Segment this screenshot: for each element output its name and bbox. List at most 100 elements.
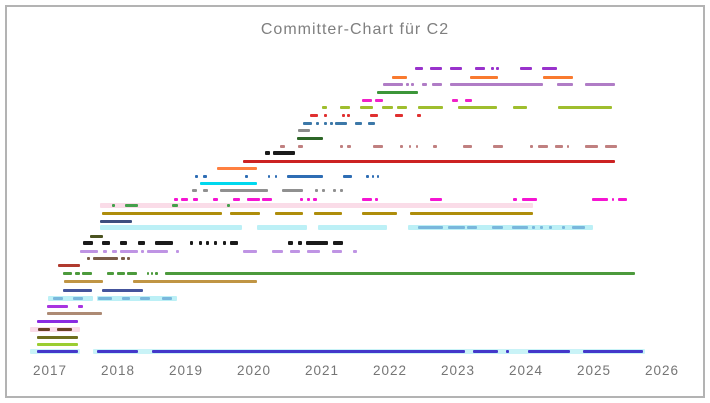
activity-segment <box>383 82 403 86</box>
activity-segment <box>226 203 231 207</box>
activity-segment <box>37 319 78 323</box>
activity-segment <box>332 188 337 192</box>
activity-segment <box>470 75 499 79</box>
activity-segment <box>449 82 543 86</box>
activity-segment <box>37 342 78 346</box>
activity-segment <box>154 241 174 245</box>
activity-segment <box>101 211 223 215</box>
activity-segment <box>271 249 284 253</box>
activity-segment <box>309 113 318 117</box>
activity-segment <box>296 136 323 140</box>
activity-segment <box>100 224 242 230</box>
activity-segment <box>73 296 84 300</box>
activity-segment <box>313 197 318 201</box>
activity-segment <box>92 256 118 260</box>
activity-segment <box>400 144 403 148</box>
activity-segment <box>96 349 138 353</box>
activity-segment <box>362 98 373 102</box>
activity-segment <box>377 174 380 178</box>
activity-segment <box>275 211 303 215</box>
activity-segment <box>462 144 473 148</box>
activity-segment <box>519 66 533 70</box>
activity-segment <box>432 82 442 86</box>
activity-segment <box>305 241 329 245</box>
activity-segment <box>262 197 272 201</box>
activity-segment <box>562 225 565 229</box>
activity-segment <box>411 82 414 86</box>
activity-segment <box>355 121 363 125</box>
activity-segment <box>107 271 114 275</box>
year-label: 2024 <box>508 363 544 378</box>
activity-segment <box>415 66 424 70</box>
activity-segment <box>341 113 346 117</box>
activity-segment <box>530 144 533 148</box>
activity-segment <box>147 249 169 253</box>
activity-segment <box>415 144 418 148</box>
activity-segment <box>298 128 310 132</box>
chart-title: Committer-Chart für C2 <box>260 21 450 38</box>
activity-segment <box>513 105 527 109</box>
activity-segment <box>330 121 333 125</box>
activity-segment <box>307 197 310 201</box>
activity-segment <box>583 349 643 353</box>
activity-segment <box>422 82 427 86</box>
activity-segment <box>543 75 573 79</box>
activity-segment <box>458 105 497 109</box>
activity-segment <box>362 211 397 215</box>
activity-segment <box>243 249 257 253</box>
activity-segment <box>375 98 384 102</box>
chart-frame <box>5 5 705 398</box>
activity-segment <box>409 211 533 215</box>
activity-segment <box>617 197 628 201</box>
activity-segment <box>375 197 378 201</box>
activity-segment <box>37 349 78 353</box>
activity-segment <box>572 225 586 229</box>
activity-segment <box>343 174 352 178</box>
year-label: 2017 <box>32 363 68 378</box>
activity-segment <box>290 249 301 253</box>
activity-segment <box>120 249 138 253</box>
activity-segment <box>475 66 486 70</box>
activity-segment <box>496 66 499 70</box>
activity-segment <box>194 174 199 178</box>
activity-segment <box>268 174 271 178</box>
activity-segment <box>83 241 93 245</box>
activity-segment <box>521 197 537 201</box>
activity-segment <box>205 241 210 245</box>
activity-segment <box>90 234 103 238</box>
activity-segment <box>75 271 80 275</box>
activity-segment <box>62 288 93 292</box>
activity-segment <box>409 144 411 148</box>
activity-segment <box>96 295 178 301</box>
activity-segment <box>513 197 518 201</box>
activity-segment <box>542 66 558 70</box>
activity-segment <box>213 197 218 201</box>
activity-segment <box>198 241 203 245</box>
activity-segment <box>347 144 352 148</box>
activity-segment <box>122 296 131 300</box>
activity-segment <box>37 327 50 331</box>
activity-segment <box>491 66 494 70</box>
activity-segment <box>339 188 344 192</box>
activity-segment <box>417 105 444 109</box>
activity-segment <box>506 349 509 353</box>
activity-segment <box>585 144 599 148</box>
activity-segment <box>203 188 208 192</box>
activity-segment <box>466 225 477 229</box>
activity-segment <box>538 144 548 148</box>
activity-segment <box>332 241 344 245</box>
activity-segment <box>133 279 257 283</box>
activity-segment <box>175 249 180 253</box>
activity-segment <box>230 241 238 245</box>
activity-segment <box>324 113 327 117</box>
activity-segment <box>381 105 393 109</box>
activity-segment <box>511 225 528 229</box>
activity-segment <box>360 105 373 109</box>
activity-segment <box>86 256 91 260</box>
activity-segment <box>532 225 535 229</box>
year-label: 2018 <box>100 363 136 378</box>
activity-segment <box>220 188 269 192</box>
activity-segment <box>30 326 80 332</box>
activity-segment <box>141 249 144 253</box>
activity-segment <box>334 121 348 125</box>
